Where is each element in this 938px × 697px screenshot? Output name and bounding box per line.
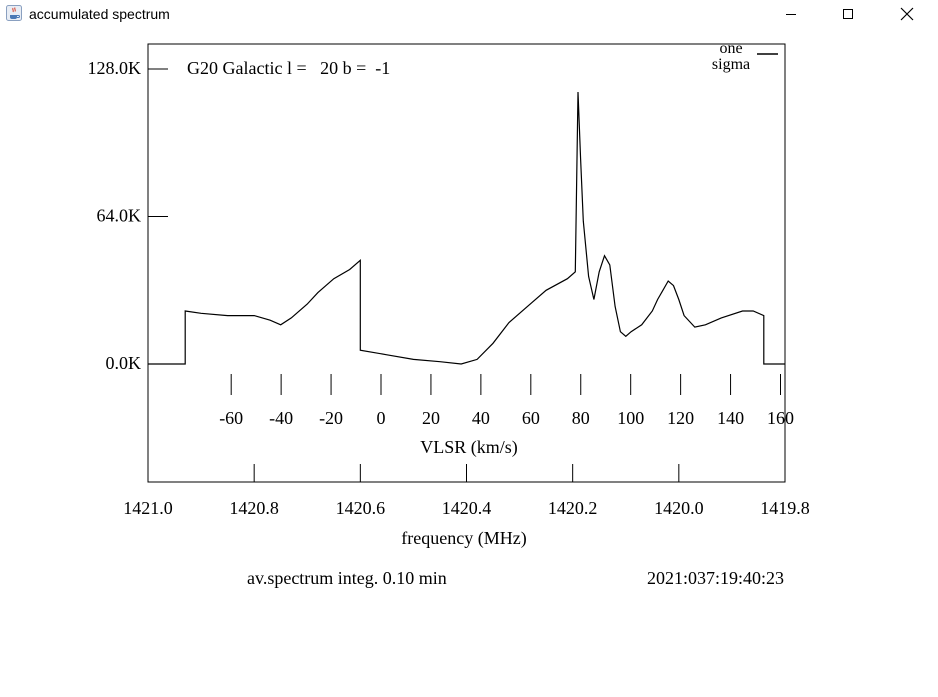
y-tick-label: 128.0K (88, 58, 142, 78)
frequency-tick-label: 1420.0 (654, 498, 704, 518)
velocity-tick-label: 120 (667, 408, 694, 428)
velocity-tick-label: -40 (269, 408, 293, 428)
velocity-tick-label: 0 (377, 408, 386, 428)
legend: one sigma (712, 40, 778, 73)
velocity-tick-label: 140 (717, 408, 744, 428)
frequency-tick-label: 1420.4 (442, 498, 492, 518)
velocity-tick-label: 80 (572, 408, 590, 428)
spectrum-series-line (148, 91, 785, 365)
close-icon (900, 7, 914, 21)
legend-label-line2: sigma (712, 56, 750, 73)
chart-title: G20 Galactic l = 20 b = -1 (187, 58, 390, 78)
y-tick-label: 0.0K (106, 353, 142, 373)
frequency-axis: 1421.0 1420.8 1420.6 1420.4 1420.2 1420.0 1419… (123, 464, 810, 518)
velocity-tick-label: 40 (472, 408, 490, 428)
velocity-axis-label: VLSR (km/s) (420, 437, 518, 458)
y-tick-label: 64.0K (97, 206, 142, 226)
velocity-axis: -60 -40 -20 0 20 40 60 80 100 120 140 160 (219, 374, 794, 428)
velocity-tick-label: 160 (767, 408, 794, 428)
frequency-axis-label: frequency (MHz) (401, 528, 526, 549)
maximize-icon (843, 9, 853, 19)
velocity-tick-label: 20 (422, 408, 440, 428)
minimize-icon (786, 14, 796, 15)
window-title: accumulated spectrum (29, 6, 170, 22)
java-app-icon (6, 5, 22, 21)
frequency-tick-label: 1420.6 (336, 498, 386, 518)
minimize-button[interactable] (768, 0, 814, 28)
integration-time-label: av.spectrum integ. 0.10 min (247, 568, 447, 588)
legend-label-line1: one (719, 40, 742, 57)
frequency-tick-label: 1419.8 (760, 498, 810, 518)
maximize-button[interactable] (825, 0, 871, 28)
y-axis: 128.0K 64.0K 0.0K (88, 58, 168, 373)
velocity-tick-label: -60 (219, 408, 243, 428)
close-button[interactable] (884, 0, 930, 28)
timestamp-label: 2021:037:19:40:23 (647, 568, 784, 588)
frequency-tick-label: 1420.8 (229, 498, 279, 518)
velocity-tick-label: 100 (617, 408, 644, 428)
window-titlebar: accumulated spectrum (0, 0, 938, 28)
velocity-tick-label: 60 (522, 408, 540, 428)
frequency-tick-label: 1420.2 (548, 498, 598, 518)
velocity-tick-label: -20 (319, 408, 343, 428)
frequency-tick-label: 1421.0 (123, 498, 173, 518)
